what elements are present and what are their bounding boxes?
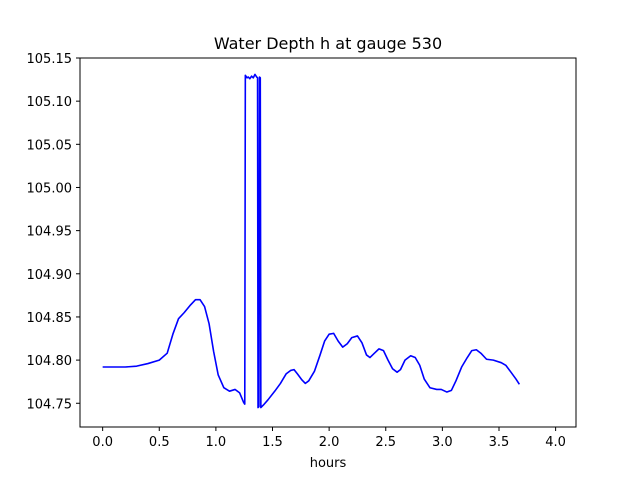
plot-frame: [79, 57, 577, 428]
x-tick-label: 3.0: [432, 435, 453, 450]
y-tick-label: 104.85: [27, 311, 73, 326]
y-tick-label: 105.15: [27, 52, 73, 67]
y-tick-label: 105.00: [27, 181, 73, 196]
y-tick-label: 104.75: [27, 397, 73, 412]
x-tick-label: 1.0: [206, 435, 227, 450]
chart-title: Water Depth h at gauge 530: [214, 34, 442, 53]
x-axis-label: hours: [310, 456, 347, 471]
x-tick-label: 4.0: [545, 435, 566, 450]
x-tick-label: 2.0: [319, 435, 340, 450]
x-tick-label: 0.5: [149, 435, 170, 450]
series-line-1: [102, 73, 521, 409]
y-tick-label: 105.05: [27, 138, 73, 153]
x-tick-label: 2.5: [375, 435, 396, 450]
y-tick-label: 104.95: [27, 225, 73, 240]
x-tick-label: 1.5: [262, 435, 283, 450]
y-tick-label: 104.80: [27, 354, 73, 369]
axis-ticks: 0.0 0.5 1.0 1.5 2.0 2.5 3.0 3.5 4.0 104.75 104.80 1…: [27, 52, 566, 450]
y-tick-label: 104.90: [27, 268, 73, 283]
x-tick-label: 0.0: [92, 435, 113, 450]
plot-area: [102, 73, 521, 409]
x-tick-label: 3.5: [489, 435, 510, 450]
y-tick-label: 105.10: [27, 95, 73, 110]
